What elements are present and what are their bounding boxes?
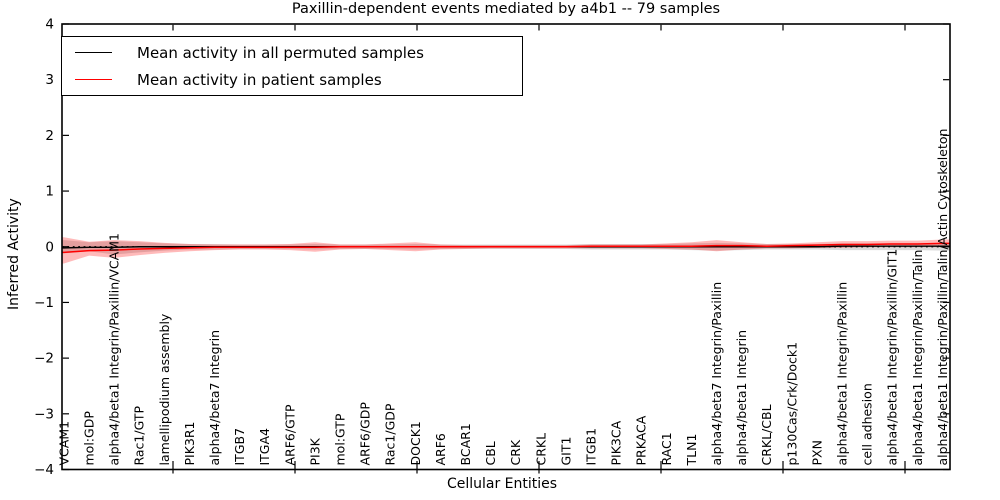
x-category-label: DOCK1 <box>408 421 423 465</box>
y-tick-label: −2 <box>34 351 54 367</box>
patient-mean-line <box>62 242 950 254</box>
legend-entry-patient: Mean activity in patient samples <box>62 66 522 93</box>
legend-box: Mean activity in all permuted samples Me… <box>61 36 523 96</box>
x-category-label: PRKACA <box>634 415 649 465</box>
legend-label-patient: Mean activity in patient samples <box>137 70 382 89</box>
x-category-label: alpha4/beta1 Integrin/Paxillin/VCAM1 <box>107 233 122 465</box>
x-category-label: CRKL <box>533 433 548 466</box>
x-category-label: ITGB7 <box>232 428 247 466</box>
x-category-label: ARF6/GDP <box>358 402 373 466</box>
x-category-label: alpha4/beta1 Integrin/Paxillin <box>835 282 850 466</box>
x-category-label: p130Cas/Crk/Dock1 <box>784 342 799 466</box>
x-category-label: ARF6 <box>433 433 448 465</box>
y-axis-label: Inferred Activity <box>6 198 22 310</box>
x-category-label: ARF6/GTP <box>282 404 297 465</box>
x-category-label: VCAM1 <box>56 421 71 466</box>
x-category-label: CBL <box>483 441 498 465</box>
x-category-label: cell adhesion <box>860 383 875 465</box>
x-category-label: PIK3R1 <box>182 421 197 465</box>
x-category-label: PIK3CA <box>609 420 624 465</box>
x-category-label: alpha4/beta1 Integrin/Paxillin/Talin <box>910 250 925 466</box>
x-category-label: ITGA4 <box>257 428 272 466</box>
x-axis-label: Cellular Entities <box>446 476 558 492</box>
plot-frame <box>61 23 951 471</box>
x-category-label: mol:GDP <box>82 411 97 466</box>
patient-range-band <box>62 237 950 264</box>
x-category-label: alpha4/beta1 Integrin/Paxillin/GIT1 <box>885 249 900 466</box>
x-category-label: TLN1 <box>684 434 699 467</box>
chart-title: Paxillin-dependent events mediated by a4… <box>291 1 721 17</box>
x-category-label: Rac1/GDP <box>383 403 398 465</box>
x-category-label: CRK <box>508 439 523 465</box>
y-tick-label: −3 <box>34 406 54 422</box>
x-category-label: alpha4/beta7 Integrin/Paxillin <box>709 282 724 466</box>
y-tick-label: −1 <box>34 295 54 311</box>
y-tick-label: 0 <box>45 239 54 255</box>
x-category-label: PI3K <box>307 437 322 465</box>
x-category-label: PXN <box>809 440 824 465</box>
y-tick-label: 3 <box>45 72 54 88</box>
x-category-label: BCAR1 <box>458 423 473 465</box>
y-tick-label: 4 <box>45 17 54 33</box>
x-category-label: ITGB1 <box>584 428 599 466</box>
y-tick-label: 1 <box>45 184 54 200</box>
legend-entry-permuted: Mean activity in all permuted samples <box>62 39 522 66</box>
x-category-label: mol:GTP <box>333 413 348 465</box>
legend-label-permuted: Mean activity in all permuted samples <box>137 43 424 62</box>
y-tick-label: −4 <box>34 462 54 478</box>
y-tick-label: 2 <box>45 128 54 144</box>
x-category-label: alpha4/beta1 Integrin/Paxillin/Talin/Act… <box>935 129 950 466</box>
x-category-label: RAC1 <box>659 432 674 465</box>
x-category-label: alpha4/beta7 Integrin <box>207 330 222 466</box>
x-category-label: lamellipodium assembly <box>157 313 172 465</box>
x-category-label: CRKL/CBL <box>759 404 774 465</box>
patient-line-swatch-icon <box>75 79 112 80</box>
permuted-line-swatch-icon <box>75 52 112 53</box>
x-category-label: alpha4/beta1 Integrin <box>734 330 749 466</box>
x-category-label: Rac1/GTP <box>132 406 147 466</box>
x-category-label: GIT1 <box>558 437 573 466</box>
